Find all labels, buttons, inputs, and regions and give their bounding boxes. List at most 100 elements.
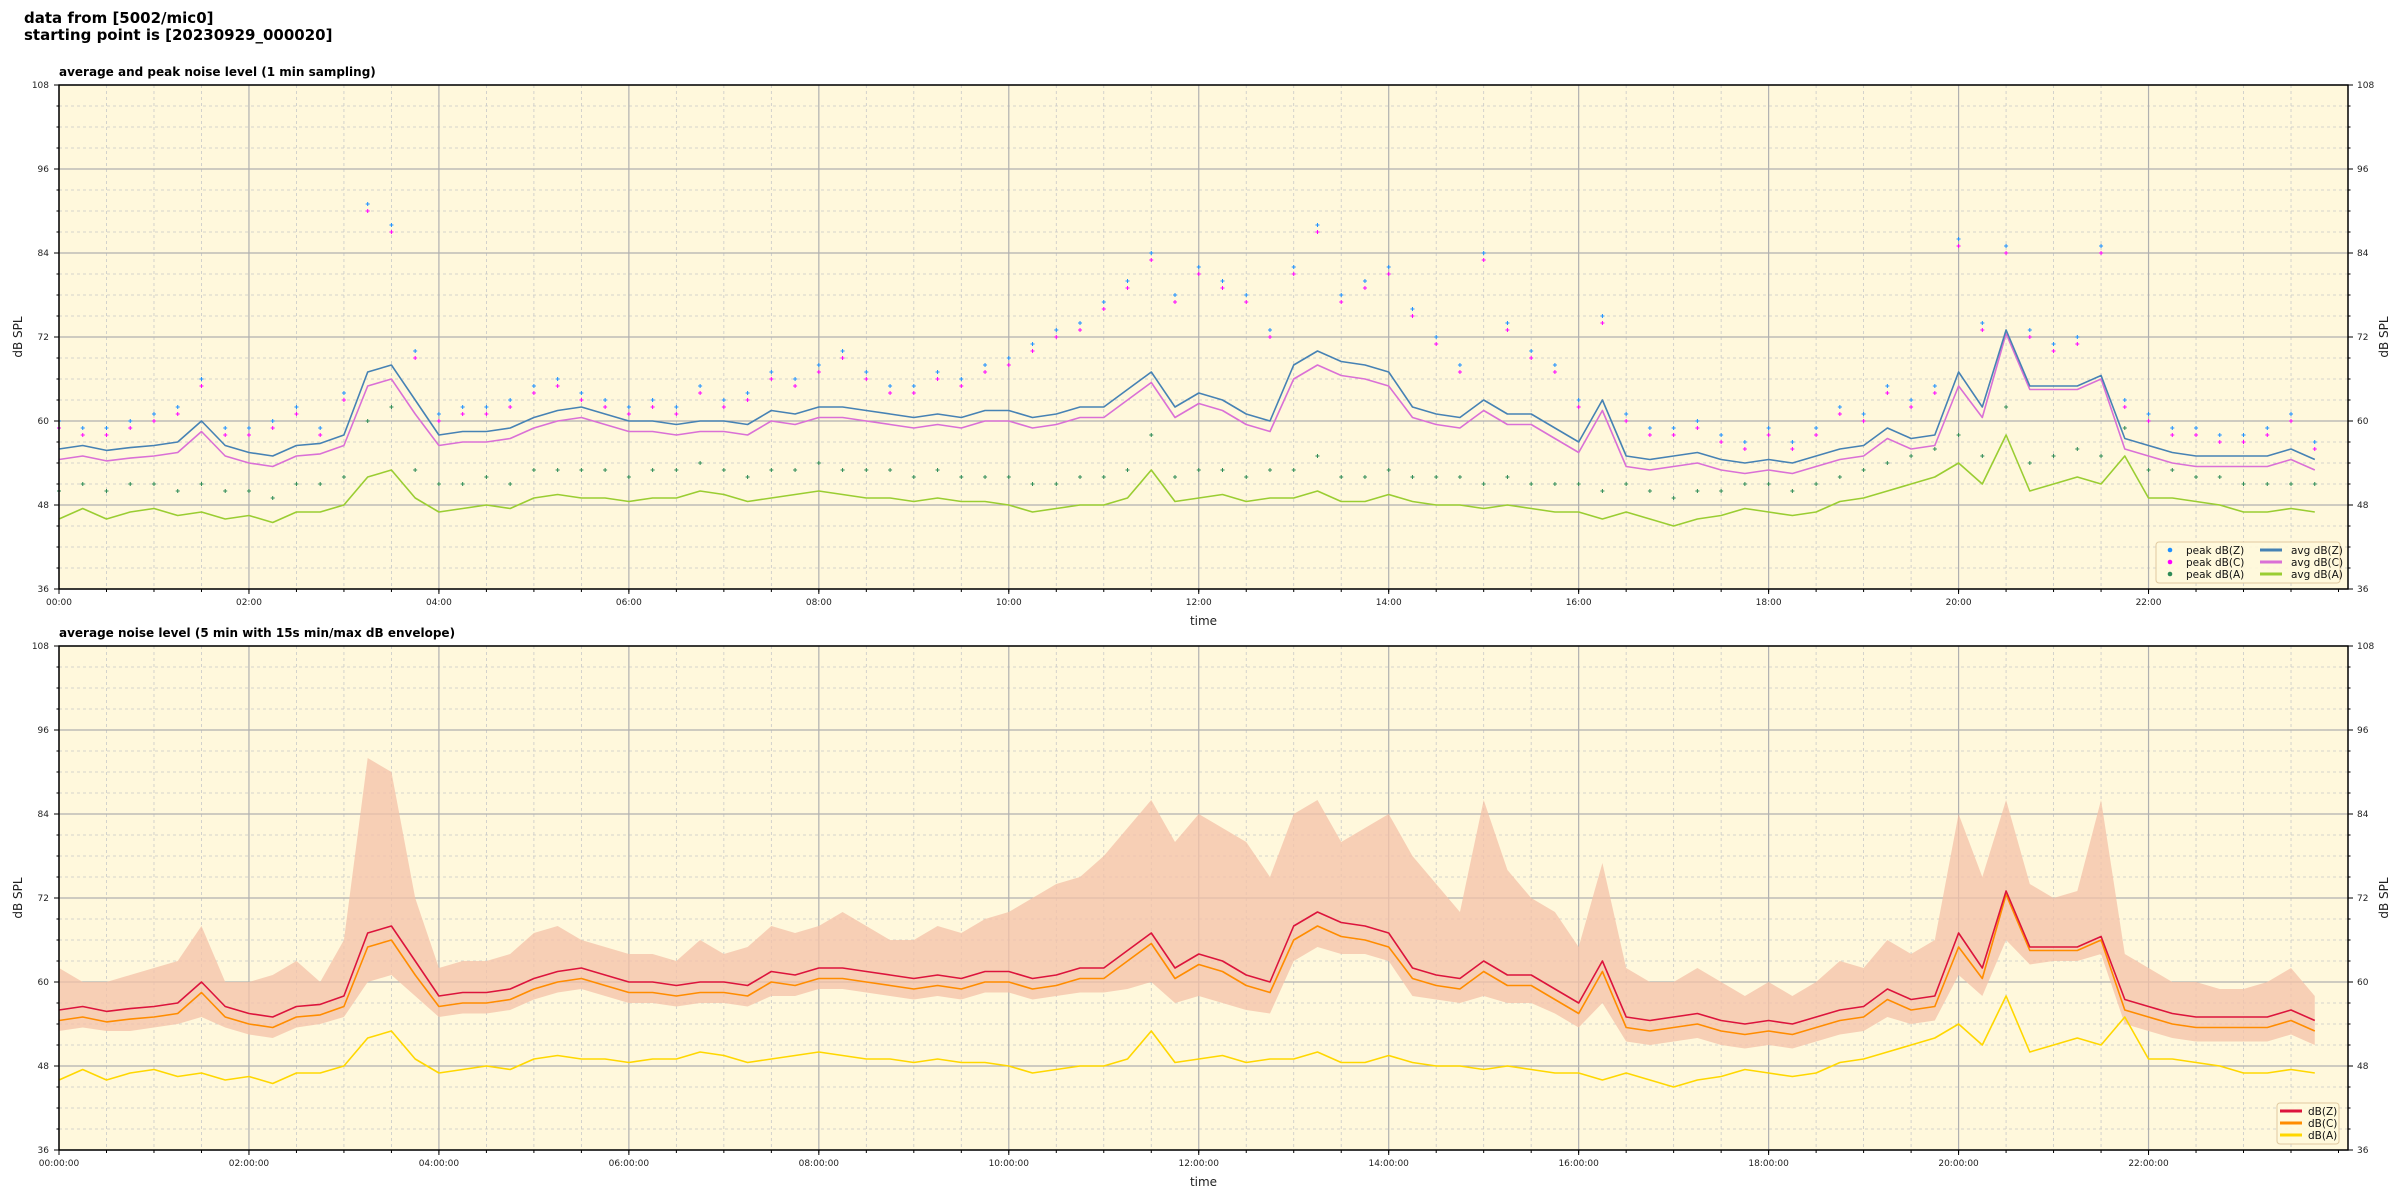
peak-marker xyxy=(1790,440,1795,444)
peak-marker xyxy=(531,468,536,472)
peak-marker xyxy=(80,426,85,430)
x-tick-label: 00:00 xyxy=(46,598,72,608)
peak-marker xyxy=(1552,363,1557,367)
peak-marker xyxy=(2194,475,2199,479)
peak-marker xyxy=(1647,426,1652,430)
peak-marker xyxy=(1410,314,1415,318)
peak-marker xyxy=(460,482,465,486)
peak-marker xyxy=(1552,370,1557,374)
peak-marker xyxy=(1173,293,1178,297)
peak-marker xyxy=(1078,475,1083,479)
legend-marker xyxy=(2167,559,2173,565)
peak-marker xyxy=(341,391,346,395)
peak-marker xyxy=(1149,251,1154,255)
peak-marker xyxy=(2099,454,2104,458)
peak-marker xyxy=(983,363,988,367)
peak-marker xyxy=(816,461,821,465)
chart-title: average noise level (5 min with 15s min/… xyxy=(59,626,455,640)
series-peak-db-c- xyxy=(57,209,2317,451)
y-axis-label: dB SPL xyxy=(11,877,25,919)
y-tick-label-right: 84 xyxy=(2357,810,2369,820)
x-tick-label: 22:00:00 xyxy=(2128,1159,2169,1169)
peak-marker xyxy=(1719,440,1724,444)
chart-panel-1: 36 36 48 48 60 60 72 72 84 84 96 96 108 108 00:00 02:00… xyxy=(11,65,2391,628)
peak-marker xyxy=(1885,384,1890,388)
peak-marker xyxy=(175,489,180,493)
peak-marker xyxy=(840,468,845,472)
peak-marker xyxy=(1552,482,1557,486)
peak-marker xyxy=(1101,475,1106,479)
peak-marker xyxy=(413,468,418,472)
chart-panel-2: 36 36 48 48 60 60 72 72 84 84 96 96 108 108 00:00:00 02… xyxy=(11,626,2391,1189)
y-tick-label-right: 96 xyxy=(2357,726,2369,736)
peak-marker xyxy=(1244,300,1249,304)
peak-marker xyxy=(128,426,133,430)
peak-marker xyxy=(1457,370,1462,374)
peak-marker xyxy=(365,202,370,206)
peak-marker xyxy=(1054,482,1059,486)
peak-marker xyxy=(508,398,513,402)
peak-marker xyxy=(721,468,726,472)
peak-marker xyxy=(935,468,940,472)
peak-marker xyxy=(2312,440,2317,444)
peak-marker xyxy=(1932,447,1937,451)
peak-marker xyxy=(2004,244,2009,248)
peak-marker xyxy=(1078,321,1083,325)
peak-marker xyxy=(2312,447,2317,451)
peak-marker xyxy=(1030,482,1035,486)
peak-marker xyxy=(2004,405,2009,409)
peak-marker xyxy=(1291,468,1296,472)
peak-marker xyxy=(1814,482,1819,486)
peak-marker xyxy=(1244,475,1249,479)
peak-marker xyxy=(1149,433,1154,437)
peak-marker xyxy=(199,384,204,388)
peak-marker xyxy=(626,412,631,416)
suptitle-source: data from [5002/mic0] xyxy=(24,9,214,27)
peak-marker xyxy=(2194,426,2199,430)
x-tick-label: 04:00 xyxy=(426,598,452,608)
x-tick-label: 20:00:00 xyxy=(1938,1159,1979,1169)
peak-marker xyxy=(1101,300,1106,304)
y-tick-label-right: 60 xyxy=(2357,978,2369,988)
peak-marker xyxy=(935,377,940,381)
legend-marker xyxy=(2167,571,2173,577)
y-tick-label-right: 36 xyxy=(2357,1146,2369,1156)
peak-marker xyxy=(1671,426,1676,430)
peak-marker xyxy=(2027,461,2032,465)
peak-marker xyxy=(1362,475,1367,479)
peak-marker xyxy=(1267,335,1272,339)
peak-marker xyxy=(1885,391,1890,395)
peak-marker xyxy=(104,433,109,437)
legend-label: dB(A) xyxy=(2308,1130,2337,1142)
peak-marker xyxy=(365,419,370,423)
peak-marker xyxy=(2170,433,2175,437)
peak-marker xyxy=(745,475,750,479)
peak-marker xyxy=(2241,433,2246,437)
y-tick-label-right: 60 xyxy=(2357,417,2369,427)
peak-marker xyxy=(1624,482,1629,486)
peak-marker xyxy=(1505,475,1510,479)
peak-marker xyxy=(1196,265,1201,269)
peak-marker xyxy=(1529,349,1534,353)
peak-marker xyxy=(1695,419,1700,423)
peak-marker xyxy=(318,482,323,486)
x-tick-label: 16:00:00 xyxy=(1558,1159,1599,1169)
peak-marker xyxy=(1742,482,1747,486)
peak-marker xyxy=(389,223,394,227)
peak-marker xyxy=(1624,419,1629,423)
peak-marker xyxy=(1932,391,1937,395)
peak-marker xyxy=(745,391,750,395)
peak-marker xyxy=(1339,293,1344,297)
peak-marker xyxy=(1173,475,1178,479)
peak-marker xyxy=(603,468,608,472)
y-axis-label: dB SPL xyxy=(11,316,25,358)
peak-marker xyxy=(2241,440,2246,444)
peak-marker xyxy=(793,384,798,388)
peak-marker xyxy=(246,426,251,430)
y-tick-label-right: 72 xyxy=(2357,894,2368,904)
peak-marker xyxy=(223,426,228,430)
peak-marker xyxy=(1814,433,1819,437)
peak-marker xyxy=(1505,321,1510,325)
peak-marker xyxy=(816,363,821,367)
peak-marker xyxy=(1030,349,1035,353)
